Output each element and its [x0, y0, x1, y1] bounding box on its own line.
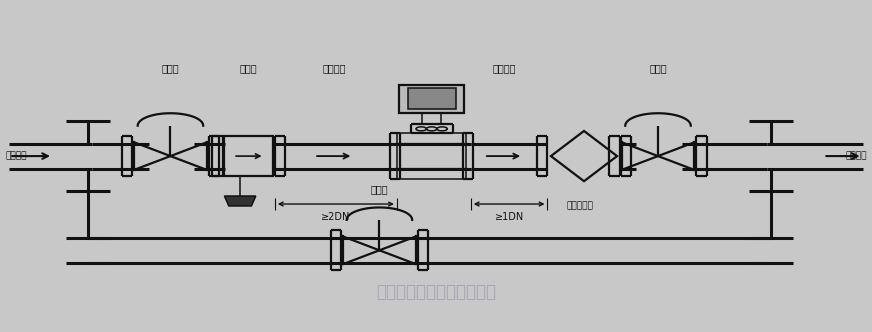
Text: 后阀门: 后阀门	[649, 63, 667, 73]
Text: ≥2DN: ≥2DN	[321, 212, 351, 222]
Polygon shape	[224, 196, 255, 206]
Text: 后直管段: 后直管段	[492, 63, 515, 73]
Bar	[408, 88, 455, 109]
Text: 介质流向: 介质流向	[846, 152, 867, 161]
Text: ≥1DN: ≥1DN	[494, 212, 524, 222]
Text: 介质流向: 介质流向	[5, 152, 26, 161]
Bar	[224, 136, 273, 176]
Text: 旁通阀: 旁通阀	[371, 184, 388, 194]
Text: 前直管段: 前直管段	[323, 63, 346, 73]
Text: 前阀门: 前阀门	[161, 63, 180, 73]
Text: 钢制伸缩器: 钢制伸缩器	[566, 201, 593, 210]
Bar	[399, 85, 464, 113]
Text: 过滤器: 过滤器	[240, 63, 257, 73]
Text: 青岛万安电子技术有限公司: 青岛万安电子技术有限公司	[376, 283, 496, 301]
